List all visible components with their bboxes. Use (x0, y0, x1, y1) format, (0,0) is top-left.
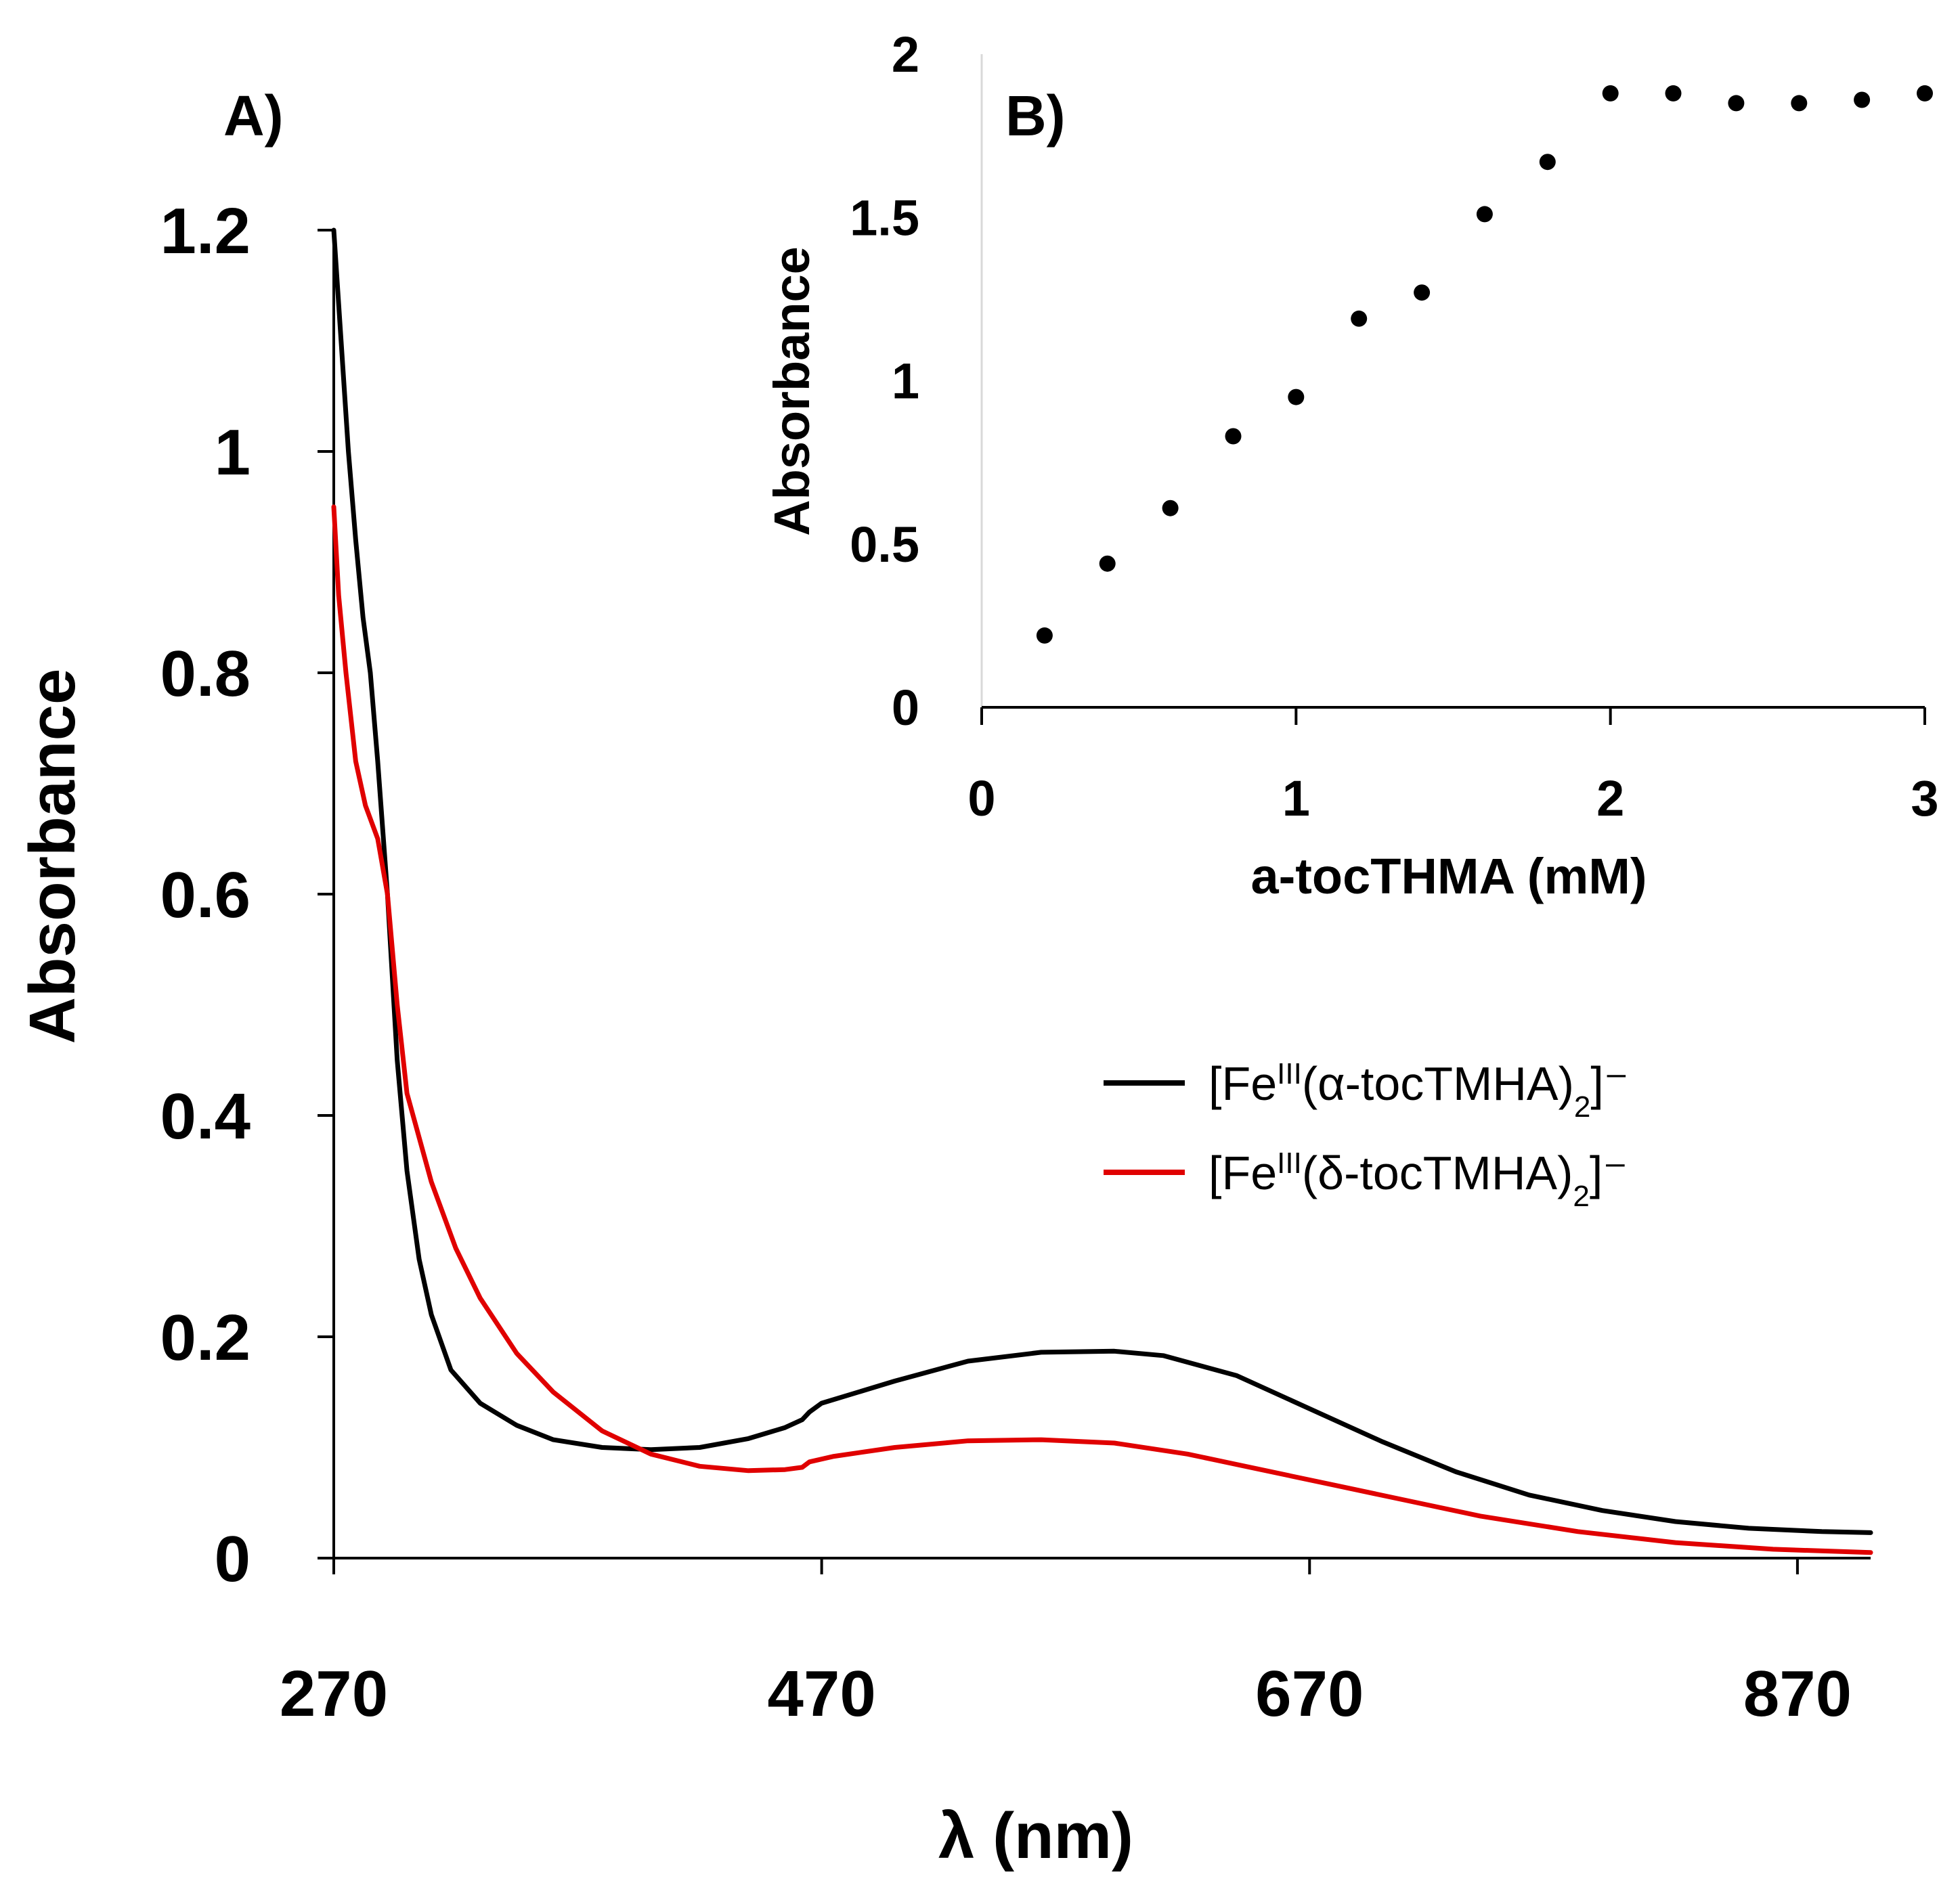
panel-a: A) 0 0.2 0.4 0.6 0.8 1 1.2 270 470 670 870 λ (nm)… (16, 84, 1873, 1872)
series-line-alpha (331, 227, 1873, 1535)
panel-b-x-axis-title: a-tocTHMA (mM) (1250, 848, 1647, 904)
legend-label-delta: [FeIII(δ-tocTMHA)2]⁻ (1208, 1147, 1628, 1213)
panel-a-series (331, 227, 1873, 1555)
legend: [FeIII(α-tocTMHA)2]⁻ [FeIII(δ-tocTMHA)2]… (1104, 1057, 1629, 1213)
panel-b-label: B) (1005, 84, 1066, 148)
panel-b-data-point (1602, 85, 1619, 102)
panel-b-data-point (1288, 389, 1305, 405)
panel-b-y-tick-label: 2 (892, 26, 919, 83)
panel-b-data-point (1728, 95, 1745, 112)
panel-b-y-axis-title: Absorbance (764, 246, 820, 536)
panel-a-y-ticks: 0 0.2 0.4 0.6 0.8 1 1.2 (160, 195, 334, 1595)
panel-b-y-tick-label: 0 (892, 680, 919, 736)
panel-b-data-point (1854, 91, 1871, 108)
panel-a-x-tick-label: 270 (280, 1658, 388, 1730)
panel-b-data-point (1351, 310, 1368, 327)
panel-b-y-tick-label: 0.5 (850, 516, 919, 573)
panel-b-y-tick-label: 1.5 (850, 190, 919, 246)
panel-b-x-tick-label: 1 (1282, 770, 1310, 826)
panel-b-x-tick-label: 3 (1911, 770, 1938, 826)
panel-b-points (1036, 85, 1933, 644)
panel-b-x-ticks: 0 1 2 3 (967, 707, 1939, 826)
panel-b-data-point (1099, 555, 1116, 572)
panel-b-y-tick-label: 1 (892, 353, 919, 409)
panel-b-data-point (1162, 500, 1179, 516)
panel-a-x-ticks: 270 470 670 870 (280, 1558, 1852, 1730)
panel-a-y-tick-label: 0.8 (160, 638, 251, 710)
panel-b-data-point (1665, 85, 1682, 102)
panel-b-data-point (1791, 95, 1808, 112)
panel-a-y-tick-label: 0.4 (160, 1080, 251, 1153)
panel-b-axes (980, 54, 1925, 709)
panel-b-data-point (1476, 206, 1493, 223)
panel-a-label: A) (223, 84, 284, 148)
panel-a-y-tick-label: 1 (215, 416, 251, 489)
panel-a-x-axis-title: λ (nm) (938, 1800, 1133, 1872)
panel-b-y-ticks: 0 0.5 1 1.5 2 (850, 26, 919, 736)
panel-a-y-tick-label: 0.2 (160, 1302, 251, 1374)
panel-b-data-point (1225, 428, 1242, 445)
panel-b-x-tick-label: 2 (1596, 770, 1624, 826)
panel-b-data-point (1414, 284, 1431, 301)
panel-b-x-tick-label: 0 (967, 770, 995, 826)
panel-b-data-point (1036, 627, 1053, 644)
panel-b-data-point (1539, 154, 1556, 171)
panel-a-y-tick-label: 0.6 (160, 859, 251, 931)
series-line-delta (331, 504, 1873, 1555)
panel-a-y-tick-label: 0 (215, 1523, 251, 1595)
legend-label-alpha: [FeIII(α-tocTMHA)2]⁻ (1208, 1057, 1629, 1124)
panel-a-x-tick-label: 870 (1743, 1658, 1852, 1730)
panel-b: B) 0 0.5 1 1.5 2 0 1 2 3 a-tocTHMA (mM) Absorba… (764, 26, 1939, 904)
panel-a-y-axis-title: Absorbance (16, 669, 89, 1044)
panel-a-x-tick-label: 670 (1255, 1658, 1364, 1730)
panel-a-y-tick-label: 1.2 (160, 195, 251, 267)
panel-b-data-point (1917, 85, 1933, 102)
panel-a-axes (318, 230, 1871, 1570)
panel-a-x-tick-label: 470 (768, 1658, 876, 1730)
